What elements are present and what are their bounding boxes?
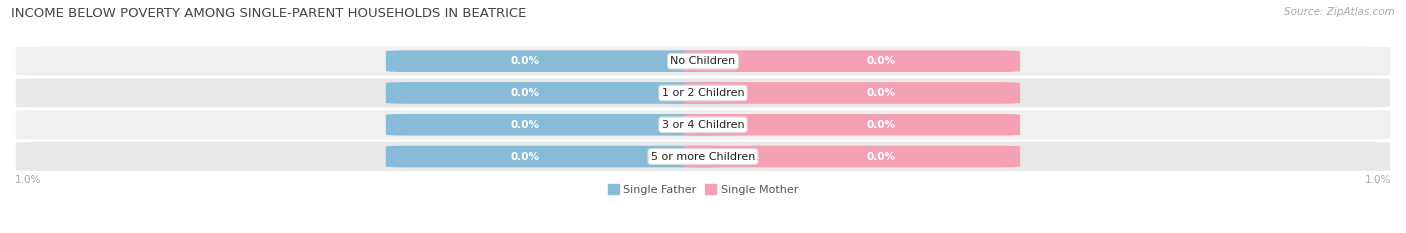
Text: No Children: No Children <box>671 56 735 66</box>
Text: 0.0%: 0.0% <box>510 56 540 66</box>
Text: 3 or 4 Children: 3 or 4 Children <box>662 120 744 130</box>
FancyBboxPatch shape <box>14 46 1392 77</box>
Text: 0.0%: 0.0% <box>866 151 896 161</box>
Text: 0.0%: 0.0% <box>866 88 896 98</box>
FancyBboxPatch shape <box>683 82 1021 104</box>
Text: 0.0%: 0.0% <box>510 120 540 130</box>
FancyBboxPatch shape <box>14 141 1392 172</box>
FancyBboxPatch shape <box>683 146 1021 167</box>
Text: 0.0%: 0.0% <box>510 88 540 98</box>
FancyBboxPatch shape <box>683 114 1021 136</box>
FancyBboxPatch shape <box>385 146 723 167</box>
FancyBboxPatch shape <box>385 50 723 72</box>
FancyBboxPatch shape <box>14 77 1392 109</box>
Text: 0.0%: 0.0% <box>866 120 896 130</box>
FancyBboxPatch shape <box>14 109 1392 140</box>
Text: INCOME BELOW POVERTY AMONG SINGLE-PARENT HOUSEHOLDS IN BEATRICE: INCOME BELOW POVERTY AMONG SINGLE-PARENT… <box>11 7 527 20</box>
FancyBboxPatch shape <box>683 50 1021 72</box>
FancyBboxPatch shape <box>385 82 723 104</box>
Legend: Single Father, Single Mother: Single Father, Single Mother <box>607 184 799 195</box>
FancyBboxPatch shape <box>385 114 723 136</box>
Text: 1 or 2 Children: 1 or 2 Children <box>662 88 744 98</box>
Text: Source: ZipAtlas.com: Source: ZipAtlas.com <box>1284 7 1395 17</box>
Text: 0.0%: 0.0% <box>866 56 896 66</box>
Text: 5 or more Children: 5 or more Children <box>651 151 755 161</box>
Text: 0.0%: 0.0% <box>510 151 540 161</box>
